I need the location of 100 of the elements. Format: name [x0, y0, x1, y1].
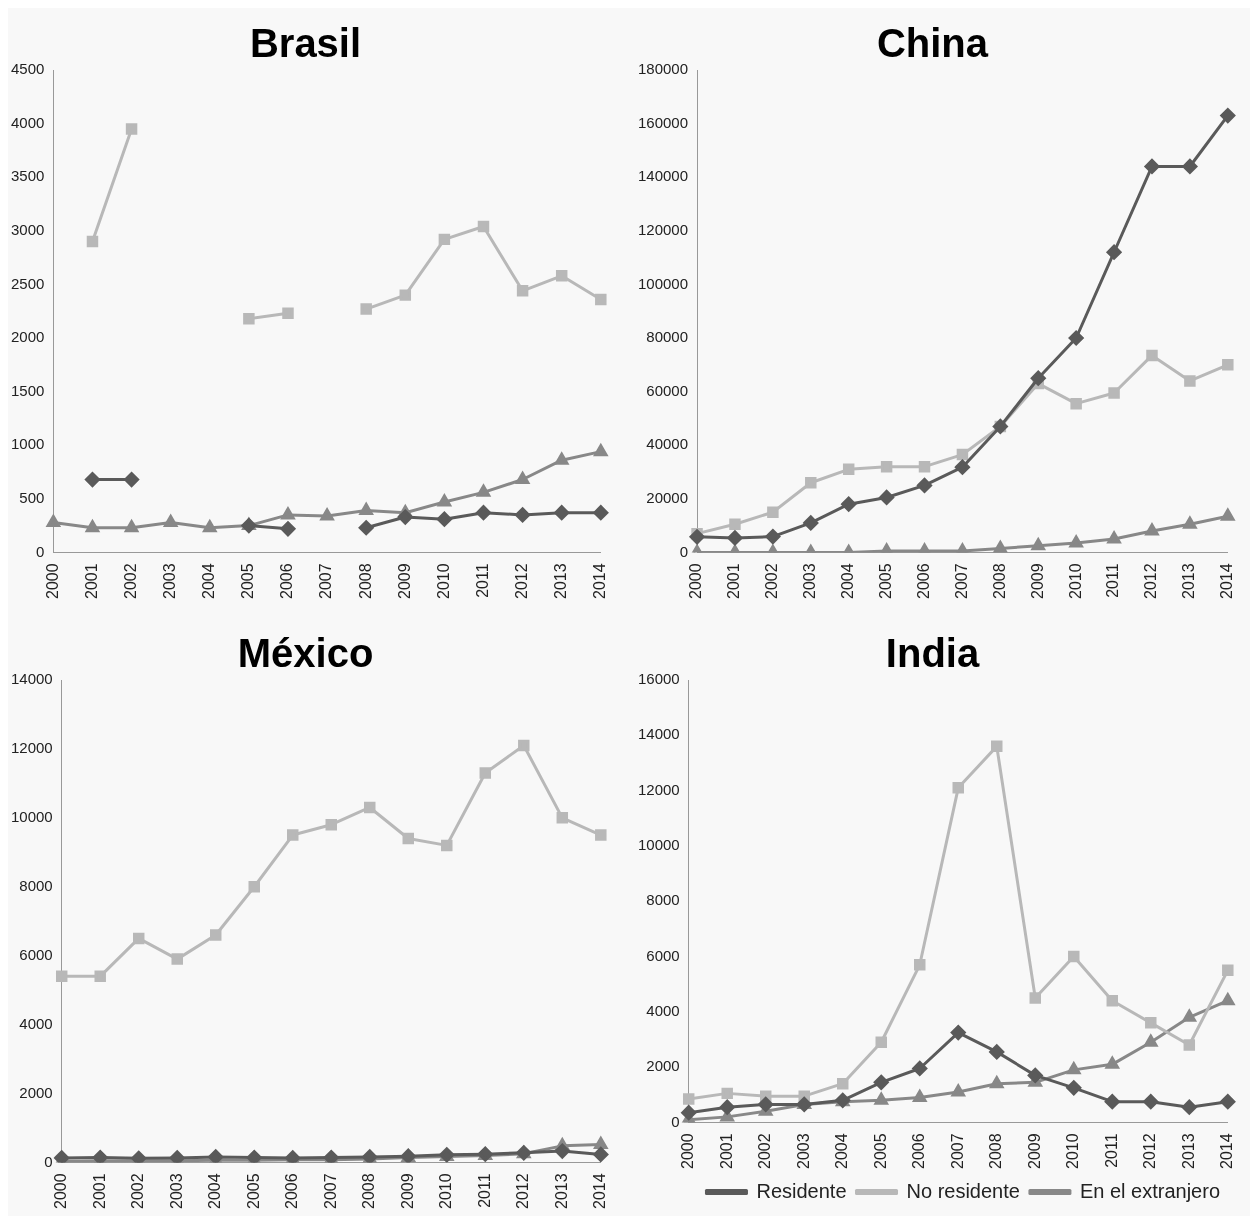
y-tick-label: 2500: [10, 274, 45, 292]
x-tick-label: 2002: [129, 1173, 147, 1209]
x-tick-label: 2004: [200, 563, 218, 599]
x-tick-label: 2001: [82, 563, 100, 599]
x-tick-label: 2012: [1142, 563, 1160, 599]
x-tick-label: 2012: [1141, 1133, 1159, 1169]
y-tick-label: 160000: [637, 113, 689, 131]
x-tick-label: 2008: [990, 563, 1008, 599]
y-tick-label: 16000: [637, 670, 680, 688]
x-tick-label: 2004: [839, 563, 857, 599]
x-tick-label: 2003: [801, 563, 819, 599]
y-tick-label: 1500: [10, 381, 45, 399]
x-tick-label: 2007: [321, 1173, 339, 1209]
y-tick-label: 0: [671, 1112, 680, 1130]
y-tick-label: 10000: [10, 807, 53, 825]
chart-title: China: [876, 21, 989, 66]
y-tick-label: 8000: [19, 876, 53, 894]
y-tick-label: 12000: [637, 780, 680, 798]
y-tick-label: 60000: [646, 381, 689, 399]
x-tick-label: 2003: [161, 563, 179, 599]
x-tick-label: 2010: [1064, 1133, 1082, 1169]
legend-label: En el extranjero: [1079, 1179, 1220, 1202]
x-tick-label: 2006: [278, 563, 296, 599]
y-tick-label: 6000: [19, 945, 53, 963]
x-tick-label: 2011: [475, 1173, 493, 1208]
x-tick-label: 2013: [552, 563, 570, 599]
x-tick-label: 2013: [1179, 1133, 1197, 1169]
x-tick-label: 2005: [877, 563, 895, 599]
chart-title: Brasil: [249, 21, 362, 66]
x-tick-label: 2004: [833, 1133, 851, 1169]
y-tick-label: 100000: [637, 274, 689, 292]
legend-label: No residente: [906, 1179, 1020, 1202]
y-tick-label: 500: [19, 488, 45, 506]
x-tick-label: 2006: [283, 1173, 301, 1209]
x-tick-label: 2004: [206, 1173, 224, 1209]
chart-title: México: [237, 631, 374, 676]
x-tick-label: 2010: [1066, 563, 1084, 599]
legend-label: Residente: [756, 1179, 847, 1202]
y-tick-label: 0: [44, 1152, 53, 1170]
x-tick-label: 2001: [90, 1173, 108, 1209]
y-tick-label: 14000: [637, 725, 680, 743]
x-tick-label: 2002: [756, 1133, 774, 1169]
y-tick-label: 8000: [646, 891, 680, 909]
x-tick-label: 2011: [1104, 563, 1122, 598]
x-tick-label: 2014: [1218, 563, 1236, 599]
x-tick-label: 2007: [317, 563, 335, 599]
y-tick-label: 140000: [637, 167, 689, 185]
x-tick-label: 2003: [794, 1133, 812, 1169]
y-tick-label: 4000: [19, 1014, 53, 1032]
x-tick-label: 2012: [513, 563, 530, 599]
y-tick-label: 120000: [637, 220, 689, 238]
x-tick-label: 2005: [244, 1173, 262, 1209]
x-tick-label: 2014: [1218, 1133, 1236, 1169]
x-tick-label: 2007: [952, 563, 970, 599]
y-tick-label: 4000: [646, 1001, 680, 1019]
y-tick-label: 12000: [10, 739, 53, 757]
y-tick-label: 3500: [10, 167, 45, 185]
x-tick-label: 2006: [914, 563, 932, 599]
y-tick-label: 20000: [646, 488, 689, 506]
y-tick-label: 4500: [10, 60, 45, 78]
x-tick-label: 2011: [1102, 1133, 1120, 1168]
y-tick-label: 14000: [10, 670, 53, 688]
y-tick-label: 10000: [637, 836, 680, 854]
x-tick-label: 2009: [395, 563, 413, 599]
y-tick-label: 6000: [646, 946, 680, 964]
x-tick-label: 2009: [398, 1173, 416, 1209]
x-tick-label: 2013: [552, 1173, 570, 1209]
x-tick-label: 2008: [987, 1133, 1005, 1169]
y-tick-label: 0: [36, 542, 45, 560]
y-tick-label: 4000: [10, 113, 45, 131]
y-tick-label: 2000: [646, 1057, 680, 1075]
x-tick-label: 2002: [763, 563, 781, 599]
y-tick-label: 180000: [637, 60, 689, 78]
x-tick-label: 2006: [910, 1133, 928, 1169]
y-tick-label: 2000: [10, 328, 45, 346]
y-tick-label: 40000: [646, 435, 689, 453]
x-tick-label: 2009: [1025, 1133, 1043, 1169]
x-tick-label: 2003: [167, 1173, 185, 1209]
x-tick-label: 2002: [121, 563, 139, 599]
x-tick-label: 2010: [437, 1173, 455, 1209]
x-tick-label: 2005: [871, 1133, 889, 1169]
x-tick-label: 2005: [239, 563, 257, 599]
chart-title: India: [885, 631, 980, 676]
x-tick-label: 2008: [360, 1173, 378, 1209]
x-tick-label: 2008: [356, 563, 374, 599]
y-tick-label: 0: [679, 542, 689, 560]
y-tick-label: 1000: [10, 435, 45, 453]
x-tick-label: 2001: [717, 1133, 735, 1169]
x-tick-label: 2012: [514, 1173, 532, 1209]
x-tick-label: 2013: [1180, 563, 1198, 599]
y-tick-label: 2000: [19, 1083, 53, 1101]
x-tick-label: 2014: [591, 1173, 609, 1209]
x-tick-label: 2010: [434, 563, 452, 599]
x-tick-label: 2014: [591, 563, 609, 599]
x-tick-label: 2009: [1028, 563, 1046, 599]
y-tick-label: 80000: [646, 328, 689, 346]
y-tick-label: 3000: [10, 220, 45, 238]
x-tick-label: 2007: [948, 1133, 966, 1169]
x-tick-label: 2001: [725, 563, 743, 599]
x-tick-label: 2011: [473, 563, 491, 598]
